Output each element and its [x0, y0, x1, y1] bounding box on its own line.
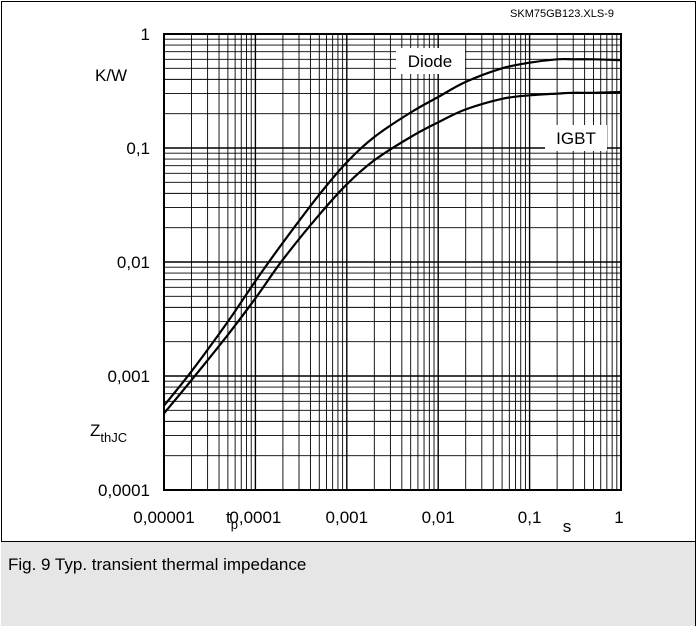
- x-tick-labels: 0,00001 0,0001 0,001 0,01 0,1 1: [133, 508, 623, 527]
- grid: [163, 34, 621, 491]
- figure-caption: Fig. 9 Typ. transient thermal impedance: [8, 555, 307, 574]
- legend-igbt-label: IGBT: [556, 129, 596, 148]
- series-layer: [163, 57, 622, 415]
- x-tick-label: 1: [614, 508, 623, 527]
- legend-igbt: IGBT: [545, 125, 607, 151]
- y-tick-label: 0,001: [107, 367, 150, 386]
- x-axis-tp-sub: p: [231, 517, 238, 532]
- y-tick-label: 0,0001: [98, 481, 150, 500]
- file-reference: SKM75GB123.XLS-9: [510, 8, 614, 20]
- series-line-igbt: [163, 90, 622, 415]
- x-axis-tp-main: t: [226, 508, 231, 527]
- y-tick-labels: 0,0001 0,001 0,01 0,1 1: [98, 25, 150, 500]
- y-tick-label: 0,01: [117, 253, 150, 272]
- legend-diode-label: Diode: [408, 52, 452, 71]
- caption-area: Fig. 9 Typ. transient thermal impedance: [1, 541, 695, 626]
- y-axis-symbol-main: Z: [90, 421, 100, 440]
- x-tick-label: 0,00001: [133, 508, 194, 527]
- series-line-diode: [163, 57, 622, 407]
- y-tick-label: 0,1: [126, 139, 150, 158]
- legend-igbt-box: [545, 125, 607, 151]
- y-axis-unit: K/W: [95, 66, 127, 85]
- legend-diode: Diode: [396, 48, 465, 74]
- y-axis-symbol: ZthJC: [90, 421, 127, 445]
- x-axis-unit: s: [563, 517, 572, 536]
- x-tick-label: 0,1: [518, 508, 542, 527]
- y-axis-symbol-sub: thJC: [100, 430, 127, 445]
- x-tick-label: 0,001: [326, 508, 369, 527]
- legend-diode-box: [396, 48, 465, 74]
- y-tick-label: 1: [141, 25, 150, 44]
- x-tick-label: 0,01: [422, 508, 455, 527]
- plot-border: [163, 33, 622, 491]
- x-axis-tp-label: tp: [226, 508, 238, 532]
- x-tick-label: 0,0001: [229, 508, 281, 527]
